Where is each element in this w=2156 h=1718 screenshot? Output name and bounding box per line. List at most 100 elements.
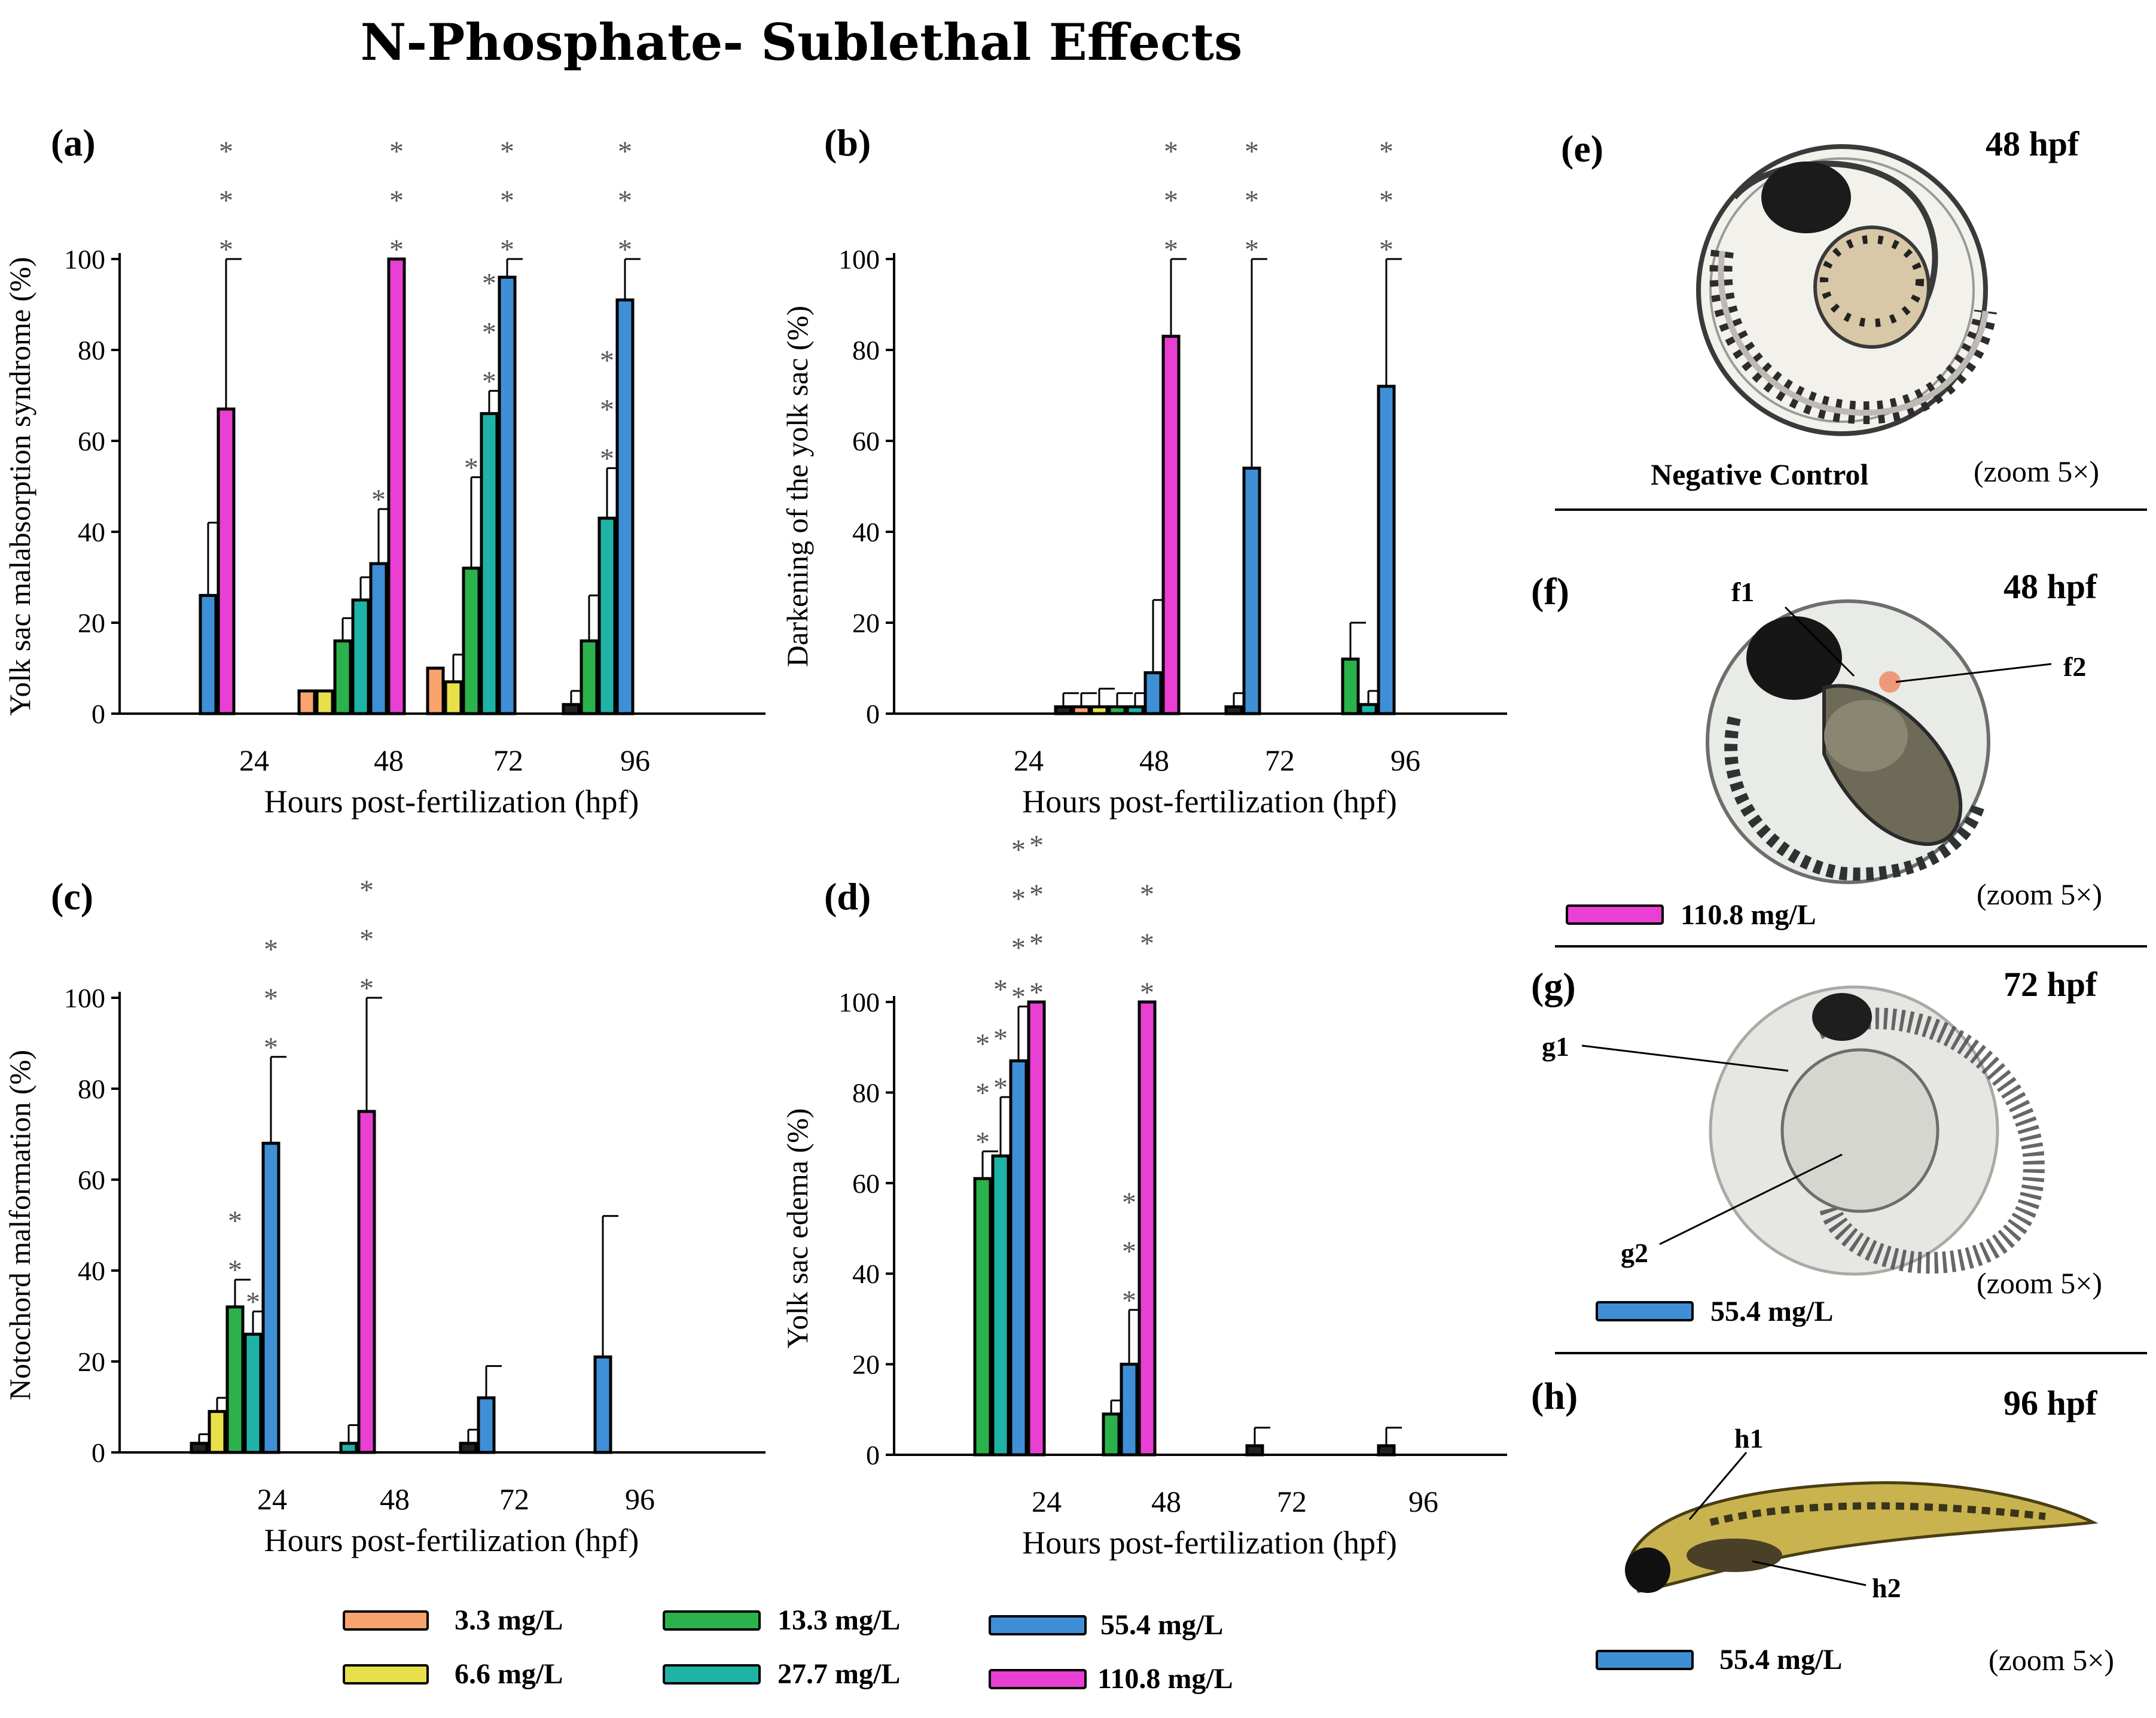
significance-star: * [500,234,514,266]
significance-star: * [1122,1187,1136,1219]
x-tick-label: 24 [1032,1485,1062,1518]
y-axis-label: Yolk sac edema (%) [780,1108,814,1349]
bar-72-6-6-mg-L [444,680,463,715]
bar-96-negative-control [562,703,581,715]
caption-e: Negative Control [1651,458,1868,491]
y-tick-label: 100 [64,983,105,1013]
legend-swatch-110-8 [989,1669,1087,1689]
y-tick-label: 40 [852,517,880,547]
significance-star: * [1122,1285,1136,1317]
bar-24-27-7-mg-L [991,1154,1010,1457]
bar-48-110-8-mg-L [357,1110,376,1454]
significance-star: * [618,136,632,167]
bar-48-110-8-mg-L [387,257,406,715]
bar-24-55-4-mg-L [261,1141,280,1454]
significance-star: * [228,1205,242,1237]
x-tick-label: 48 [380,1482,410,1516]
x-tick-label: 96 [620,744,650,777]
legend-swatch-55-4 [989,1615,1087,1635]
y-tick-label: 80 [78,335,105,365]
x-axis-label: Hours post-fertilization (hpf) [264,784,639,820]
bar-48-110-8-mg-L [1161,334,1181,715]
bar-72-negative-control [459,1442,478,1454]
significance-star: * [264,934,278,965]
x-tick-label: 72 [1265,744,1295,777]
bar-48-27-7-mg-L [351,598,370,715]
callout-h1: h1 [1734,1423,1764,1454]
y-tick-label: 100 [838,987,880,1018]
callout-f2-line [1895,663,2052,683]
bar-48-negative-control [1054,705,1073,715]
significance-star: * [600,394,614,426]
bar-96-negative-control [1377,1444,1396,1457]
bar-48-13-3-mg-L [1102,1412,1121,1457]
bar-24-13-3-mg-L [225,1305,245,1454]
significance-star: * [482,365,496,397]
bar-24-13-3-mg-L [973,1177,992,1457]
legend-label-110-8: 110.8 mg/L [1097,1663,1233,1695]
significance-star: * [975,1077,990,1109]
y-tick-label: 20 [852,1350,880,1380]
legend-label-55-4: 55.4 mg/L [1100,1609,1223,1641]
y-tick-label: 60 [78,426,105,456]
bar-48-27-7-mg-L [1126,705,1145,715]
significance-star: * [246,1286,260,1318]
y-axis-label: Yolk sac malabsorption syndrome (%) [3,257,36,715]
bar-48-110-8-mg-L [1138,1000,1157,1457]
zoom-label-g: (zoom 5×) [1977,1266,2102,1300]
image-panel-f: (f) 48 hpf f1 f2 110.8 mg/L (zoom 5×) [1531,567,2147,948]
bar-48-3-3-mg-L [1072,705,1091,715]
significance-star: * [1011,933,1026,964]
zoom-label-h: (zoom 5×) [1989,1643,2114,1677]
bar-72-55-4-mg-L [477,1396,496,1454]
significance-star: * [264,983,278,1015]
significance-star: * [993,1072,1008,1104]
y-tick-label: 0 [866,699,880,729]
significance-star: * [464,452,478,484]
legend-swatch-13-3 [663,1610,761,1631]
bar-96-55-4-mg-L [593,1355,612,1454]
bar-72-negative-control [1224,705,1243,715]
callout-h2-line [1752,1560,1867,1586]
chart-c: (c) 0 20 40 60 80 100 Notochord malformation (%… [3,875,766,1558]
panel-label: (d) [824,875,871,918]
y-tick-label: 20 [852,608,880,638]
y-axis-label: Darkening of the yolk sac (%) [780,306,814,667]
significance-star: * [1245,234,1259,266]
y-tick-label: 60 [852,426,880,456]
x-tick-label: 24 [239,744,269,777]
significance-star: * [389,185,404,217]
chart-b: (b) 0 20 40 60 80 100 Darkening of the yolk sac… [780,121,1507,820]
y-tick-label: 20 [78,608,105,638]
bar-72-3-3-mg-L [426,666,445,715]
legend-swatch-27-7 [663,1664,761,1685]
callout-g1: g1 [1542,1031,1569,1062]
x-tick-label: 24 [257,1482,287,1516]
significance-star: * [1245,136,1259,167]
panel-label-f: (f) [1531,570,1569,613]
bar-72-27-7-mg-L [480,412,499,715]
y-axis-label: Notochord malformation (%) [3,1050,36,1400]
significance-star: * [389,136,404,167]
significance-star: * [500,136,514,167]
significance-star: * [228,1254,242,1286]
x-tick-label: 48 [1151,1485,1181,1518]
significance-star: * [219,185,233,217]
bar-48-55-4-mg-L [369,562,388,715]
significance-star: * [1140,977,1154,1009]
callout-f2: f2 [2063,651,2086,682]
time-label-g: 72 hpf [2003,965,2097,1004]
bar-48-6-6-mg-L [1090,705,1109,715]
bar-24-55-4-mg-L [199,593,218,715]
embryo-photo-f [1706,599,1990,884]
significance-star: * [1164,234,1178,266]
x-axis-label: Hours post-fertilization (hpf) [1022,1525,1397,1561]
legend-label-f: 110.8 mg/L [1681,899,1816,931]
y-tick-label: 0 [92,699,105,729]
significance-star: * [1029,830,1044,861]
embryo-photo-g [1709,985,2045,1276]
significance-star: * [359,973,374,1004]
bar-48-3-3-mg-L [297,689,316,715]
legend-swatch-f [1566,904,1664,925]
